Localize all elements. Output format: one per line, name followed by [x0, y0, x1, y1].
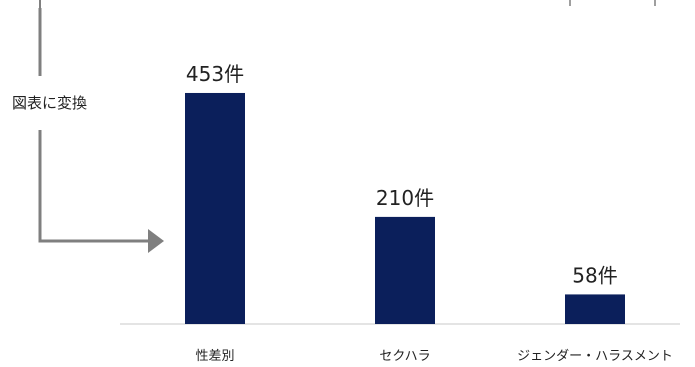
bars	[185, 92, 625, 324]
arrow-lower-segment	[38, 130, 148, 243]
annotation-arrow	[38, 8, 164, 253]
category-label-1: 性差別	[195, 349, 234, 364]
bar-2	[375, 216, 435, 324]
arrow-head	[148, 229, 164, 253]
data-labels: 453件 210件 58件	[186, 62, 618, 287]
data-label-2: 210件	[376, 186, 434, 210]
category-labels: 性差別 セクハラ ジェンダー・ハラスメント	[195, 349, 672, 364]
data-label-3: 58件	[572, 263, 617, 287]
bar-3	[565, 294, 625, 324]
annotation-label: 図表に変換	[12, 94, 88, 112]
category-label-2: セクハラ	[379, 349, 430, 364]
data-label-1: 453件	[186, 62, 244, 86]
bar-1	[185, 92, 245, 324]
category-label-3: ジェンダー・ハラスメント	[517, 349, 673, 364]
